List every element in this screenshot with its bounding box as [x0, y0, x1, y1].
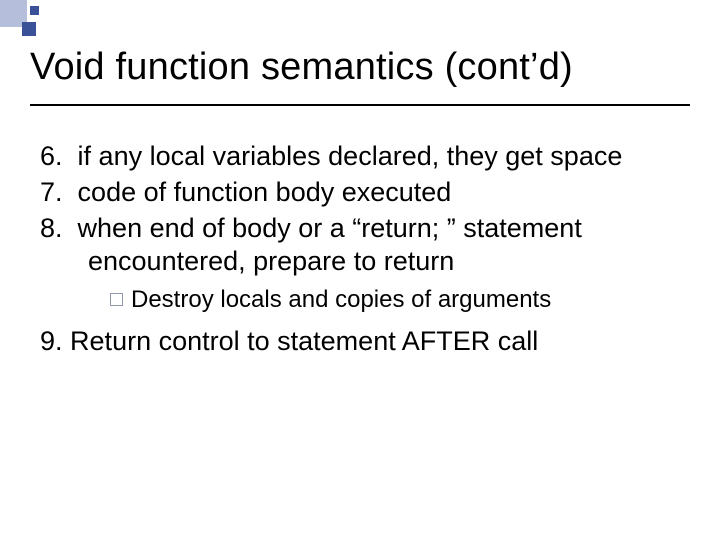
- item-text: if any local variables declared, they ge…: [78, 141, 623, 171]
- accent-square-small-2: [30, 6, 39, 15]
- accent-square-small-1: [22, 22, 36, 36]
- item-number: 8.: [40, 213, 63, 243]
- item-number: 9.: [40, 326, 63, 356]
- list-item: 7. code of function body executed: [40, 176, 680, 210]
- slide-body: 6. if any local variables declared, they…: [40, 140, 680, 361]
- item-number: 7.: [40, 177, 63, 207]
- list-item: 6. if any local variables declared, they…: [40, 140, 680, 174]
- sub-list-item: Destroy locals and copies of arguments: [40, 285, 680, 315]
- item-text: code of function body executed: [78, 177, 452, 207]
- corner-accent: [0, 0, 46, 40]
- square-bullet-icon: [110, 293, 123, 306]
- title-underline: [30, 104, 690, 106]
- list-item: 9. Return control to statement AFTER cal…: [40, 325, 680, 359]
- item-text: Return control to statement AFTER call: [70, 326, 538, 356]
- list-item: 8. when end of body or a “return; ” stat…: [40, 212, 680, 280]
- subitem-text: Destroy locals and copies of arguments: [131, 286, 551, 313]
- item-number: 6.: [40, 141, 63, 171]
- slide-title: Void function semantics (cont’d): [30, 46, 690, 89]
- item-text: when end of body or a “return; ” stateme…: [78, 213, 582, 277]
- slide: Void function semantics (cont’d) 6. if a…: [0, 0, 720, 540]
